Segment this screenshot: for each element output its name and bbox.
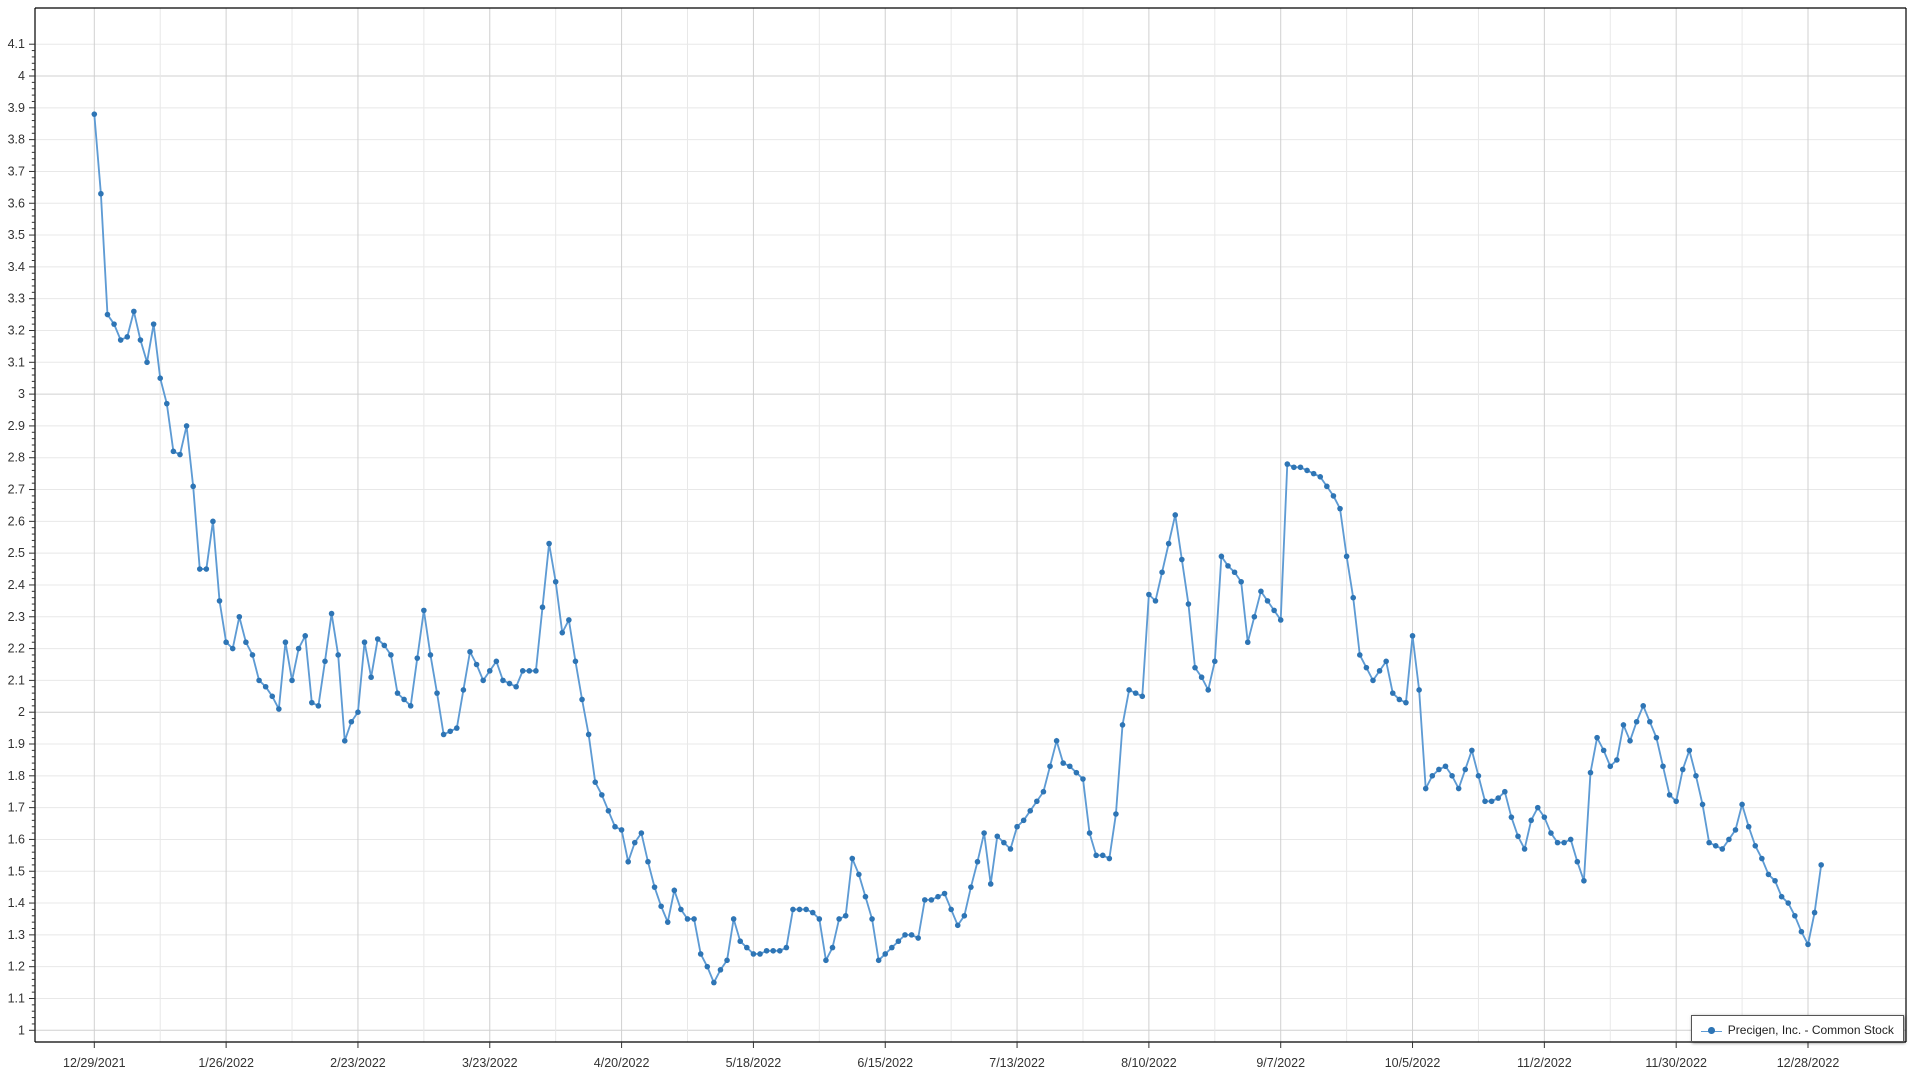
svg-text:2/23/2022: 2/23/2022 xyxy=(330,1056,386,1070)
svg-text:4: 4 xyxy=(18,69,25,83)
svg-text:12/29/2021: 12/29/2021 xyxy=(63,1056,126,1070)
svg-text:5/18/2022: 5/18/2022 xyxy=(726,1056,782,1070)
svg-text:7/13/2022: 7/13/2022 xyxy=(989,1056,1045,1070)
svg-text:2.9: 2.9 xyxy=(8,419,25,433)
svg-text:12/28/2022: 12/28/2022 xyxy=(1777,1056,1840,1070)
svg-text:1.5: 1.5 xyxy=(8,864,25,878)
svg-text:8/10/2022: 8/10/2022 xyxy=(1121,1056,1177,1070)
svg-text:3.8: 3.8 xyxy=(8,133,25,147)
svg-text:1.7: 1.7 xyxy=(8,801,25,815)
svg-text:1.1: 1.1 xyxy=(8,991,25,1005)
svg-text:1.2: 1.2 xyxy=(8,960,25,974)
svg-text:3.1: 3.1 xyxy=(8,355,25,369)
svg-text:3.9: 3.9 xyxy=(8,101,25,115)
svg-text:4/20/2022: 4/20/2022 xyxy=(594,1056,650,1070)
svg-text:3.4: 3.4 xyxy=(8,260,25,274)
svg-text:2.6: 2.6 xyxy=(8,514,25,528)
svg-text:2.4: 2.4 xyxy=(8,578,25,592)
svg-text:10/5/2022: 10/5/2022 xyxy=(1385,1056,1441,1070)
svg-text:1/26/2022: 1/26/2022 xyxy=(198,1056,254,1070)
svg-text:1.6: 1.6 xyxy=(8,832,25,846)
svg-text:3/23/2022: 3/23/2022 xyxy=(462,1056,518,1070)
svg-text:1: 1 xyxy=(18,1023,25,1037)
svg-text:1.8: 1.8 xyxy=(8,769,25,783)
svg-text:9/7/2022: 9/7/2022 xyxy=(1256,1056,1305,1070)
svg-text:4.1: 4.1 xyxy=(8,37,25,51)
svg-text:3: 3 xyxy=(18,387,25,401)
svg-text:2.8: 2.8 xyxy=(8,451,25,465)
svg-text:3.5: 3.5 xyxy=(8,228,25,242)
svg-text:6/15/2022: 6/15/2022 xyxy=(857,1056,913,1070)
svg-text:3.2: 3.2 xyxy=(8,323,25,337)
svg-text:2.7: 2.7 xyxy=(8,483,25,497)
svg-text:2.5: 2.5 xyxy=(8,546,25,560)
svg-text:3.7: 3.7 xyxy=(8,164,25,178)
svg-text:3.3: 3.3 xyxy=(8,292,25,306)
svg-text:3.6: 3.6 xyxy=(8,196,25,210)
svg-text:1.9: 1.9 xyxy=(8,737,25,751)
svg-text:1.3: 1.3 xyxy=(8,928,25,942)
svg-text:2: 2 xyxy=(18,705,25,719)
svg-text:11/30/2022: 11/30/2022 xyxy=(1645,1056,1707,1070)
svg-text:2.1: 2.1 xyxy=(8,673,25,687)
svg-text:2.3: 2.3 xyxy=(8,610,25,624)
svg-text:2.2: 2.2 xyxy=(8,642,25,656)
svg-text:1.4: 1.4 xyxy=(8,896,25,910)
svg-text:11/2/2022: 11/2/2022 xyxy=(1517,1056,1572,1070)
